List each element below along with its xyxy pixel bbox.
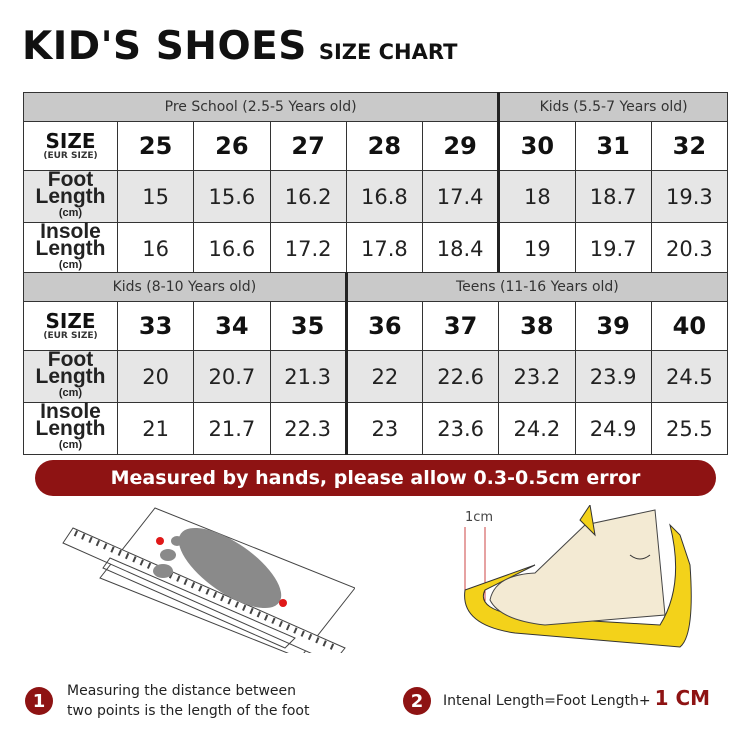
foot-length-cell: 17.4 xyxy=(421,170,500,223)
insole-length-label: Insole Length (cm) xyxy=(23,221,118,275)
foot-length-cell: 20.7 xyxy=(193,350,271,403)
insole-length-cell: 19.7 xyxy=(574,222,652,275)
step-1-badge: 1 xyxy=(25,687,53,715)
insole-length-label: Insole Length (cm) xyxy=(23,401,118,455)
eur-size-cell: 35 xyxy=(269,301,347,351)
step-2-formula: Intenal Length=Foot Length+ xyxy=(443,693,651,709)
foot-length-cell: 23.9 xyxy=(574,350,652,403)
insole-length-cell: 25.5 xyxy=(650,402,729,455)
age-group-header: Teens (11-16 Years old) xyxy=(344,272,729,302)
insole-length-cell: 23 xyxy=(344,402,424,455)
foot-length-cell: 16.2 xyxy=(269,170,347,223)
insole-length-cell: 24.9 xyxy=(574,402,652,455)
foot-length-cell: 22 xyxy=(344,350,424,403)
step-1-text: Measuring the distance between two point… xyxy=(67,681,309,721)
insole-length-cell: 21.7 xyxy=(193,402,271,455)
size-label: SIZE (EUR SIZE) xyxy=(23,301,118,351)
eur-size-cell: 27 xyxy=(269,121,347,171)
shoe-fit-illustration: 1cm xyxy=(464,505,692,648)
size-table-bottom: Kids (8-10 Years old) Teens (11-16 Years … xyxy=(23,272,729,455)
insole-length-cell: 20.3 xyxy=(650,222,729,275)
insole-length-cell: 18.4 xyxy=(421,222,500,275)
title-sub: SIZE CHART xyxy=(318,40,458,64)
eur-size-cell: 37 xyxy=(421,301,500,351)
eur-size-cell: 34 xyxy=(193,301,271,351)
foot-length-cell: 15.6 xyxy=(193,170,271,223)
foot-length-cell: 20 xyxy=(116,350,195,403)
insole-length-cell: 16.6 xyxy=(193,222,271,275)
step-1-line-1: Measuring the distance between xyxy=(67,683,297,699)
foot-length-cell: 22.6 xyxy=(421,350,500,403)
eur-size-cell: 32 xyxy=(650,121,729,171)
foot-length-cell: 19.3 xyxy=(650,170,729,223)
eur-size-cell: 30 xyxy=(497,121,576,171)
eur-size-cell: 39 xyxy=(574,301,652,351)
foot-length-cell: 18.7 xyxy=(574,170,652,223)
step-2-emphasis: 1 CM xyxy=(654,686,711,710)
eur-size-cell: 26 xyxy=(193,121,271,171)
size-table-top: Pre School (2.5-5 Years old) Kids (5.5-7 … xyxy=(22,92,729,275)
age-group-header: Kids (8-10 Years old) xyxy=(23,272,347,302)
eur-size-cell: 31 xyxy=(574,121,652,171)
size-label: SIZE (EUR SIZE) xyxy=(23,121,118,171)
eur-size-cell: 33 xyxy=(116,301,195,351)
eur-size-cell: 40 xyxy=(650,301,729,351)
step-1-line-2: two points is the length of the foot xyxy=(67,703,310,719)
insole-length-cell: 21 xyxy=(116,402,195,455)
foot-measure-illustration xyxy=(62,507,355,653)
foot-length-cell: 24.5 xyxy=(650,350,729,403)
page-title: KID'S SHOES SIZE CHART xyxy=(22,24,457,69)
foot-length-label: Foot Length (cm) xyxy=(23,169,118,223)
eur-size-cell: 36 xyxy=(344,301,424,351)
eur-size-cell: 29 xyxy=(421,121,500,171)
insole-length-cell: 24.2 xyxy=(498,402,576,455)
insole-length-cell: 19 xyxy=(497,222,576,275)
insole-length-cell: 16 xyxy=(116,222,195,275)
step-2-text: Intenal Length=Foot Length+ 1 CM xyxy=(443,688,710,711)
ruler-label: 1cm xyxy=(465,510,493,525)
age-group-header: Kids (5.5-7 Years old) xyxy=(497,92,728,122)
foot-length-label: Foot Length (cm) xyxy=(23,349,118,403)
insole-length-cell: 22.3 xyxy=(269,402,347,455)
error-banner: Measured by hands, please allow 0.3-0.5c… xyxy=(35,460,716,496)
insole-length-cell: 23.6 xyxy=(421,402,500,455)
foot-length-cell: 15 xyxy=(116,170,195,223)
insole-length-cell: 17.8 xyxy=(345,222,424,275)
title-main: KID'S SHOES xyxy=(22,24,307,69)
insole-length-cell: 17.2 xyxy=(269,222,347,275)
foot-length-cell: 21.3 xyxy=(269,350,347,403)
step-2-badge: 2 xyxy=(403,687,431,715)
eur-size-cell: 28 xyxy=(345,121,424,171)
eur-size-cell: 38 xyxy=(498,301,576,351)
age-group-header: Pre School (2.5-5 Years old) xyxy=(22,92,500,122)
foot-length-cell: 18 xyxy=(497,170,576,223)
foot-length-cell: 23.2 xyxy=(498,350,576,403)
foot-length-cell: 16.8 xyxy=(345,170,424,223)
eur-size-cell: 25 xyxy=(116,121,195,171)
